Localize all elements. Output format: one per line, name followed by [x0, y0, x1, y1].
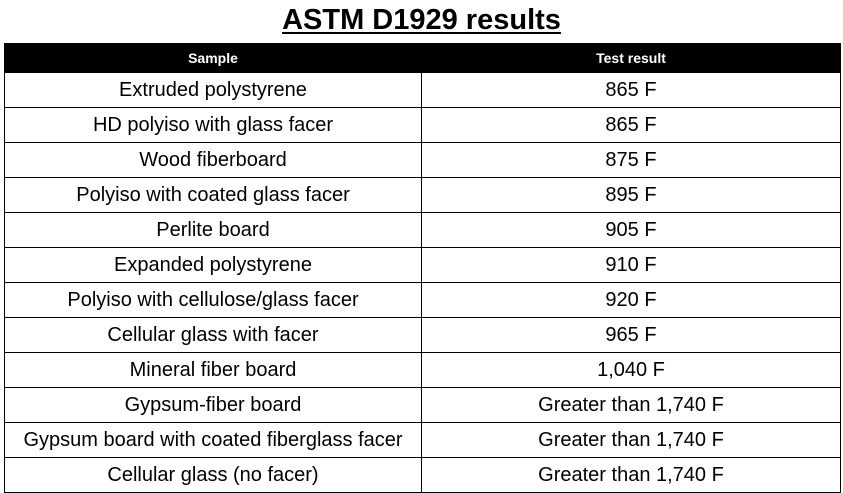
- test-result-cell: 865 F: [421, 107, 841, 143]
- table-row: Expanded polystyrene 910 F: [4, 247, 841, 283]
- table-row: Mineral fiber board 1,040 F: [4, 352, 841, 388]
- sample-cell: Perlite board: [4, 212, 422, 248]
- sample-cell: Polyiso with cellulose/glass facer: [4, 282, 422, 318]
- sample-cell: Gypsum board with coated fiberglass face…: [4, 422, 422, 458]
- test-result-cell: Greater than 1,740 F: [421, 422, 841, 458]
- sample-cell: Expanded polystyrene: [4, 247, 422, 283]
- results-table: Sample Test result Extruded polystyrene …: [4, 43, 841, 493]
- test-result-cell: 965 F: [421, 317, 841, 353]
- page-title: ASTM D1929 results: [282, 4, 561, 36]
- table-row: Polyiso with cellulose/glass facer 920 F: [4, 282, 841, 318]
- sample-cell: Wood fiberboard: [4, 142, 422, 178]
- test-result-cell: 920 F: [421, 282, 841, 318]
- test-result-cell: Greater than 1,740 F: [421, 387, 841, 423]
- table-row: Perlite board 905 F: [4, 212, 841, 248]
- sample-cell: Polyiso with coated glass facer: [4, 177, 422, 213]
- sample-cell: Cellular glass with facer: [4, 317, 422, 353]
- test-result-cell: 905 F: [421, 212, 841, 248]
- table-row: Wood fiberboard 875 F: [4, 142, 841, 178]
- table-header-row: Sample Test result: [4, 43, 841, 73]
- table-row: Cellular glass (no facer) Greater than 1…: [4, 457, 841, 493]
- table-row: Cellular glass with facer 965 F: [4, 317, 841, 353]
- test-result-cell: 865 F: [421, 72, 841, 108]
- table-row: Gypsum board with coated fiberglass face…: [4, 422, 841, 458]
- table-row: Gypsum-fiber board Greater than 1,740 F: [4, 387, 841, 423]
- table-row: Polyiso with coated glass facer 895 F: [4, 177, 841, 213]
- sample-cell: Mineral fiber board: [4, 352, 422, 388]
- sample-cell: Cellular glass (no facer): [4, 457, 422, 493]
- test-result-cell: 875 F: [421, 142, 841, 178]
- sample-cell: HD polyiso with glass facer: [4, 107, 422, 143]
- test-result-cell: 910 F: [421, 247, 841, 283]
- column-header-sample: Sample: [4, 43, 422, 73]
- test-result-cell: 895 F: [421, 177, 841, 213]
- sample-cell: Gypsum-fiber board: [4, 387, 422, 423]
- test-result-cell: Greater than 1,740 F: [421, 457, 841, 493]
- sample-cell: Extruded polystyrene: [4, 72, 422, 108]
- test-result-cell: 1,040 F: [421, 352, 841, 388]
- table-row: HD polyiso with glass facer 865 F: [4, 107, 841, 143]
- column-header-test-result: Test result: [421, 43, 841, 73]
- table-row: Extruded polystyrene 865 F: [4, 72, 841, 108]
